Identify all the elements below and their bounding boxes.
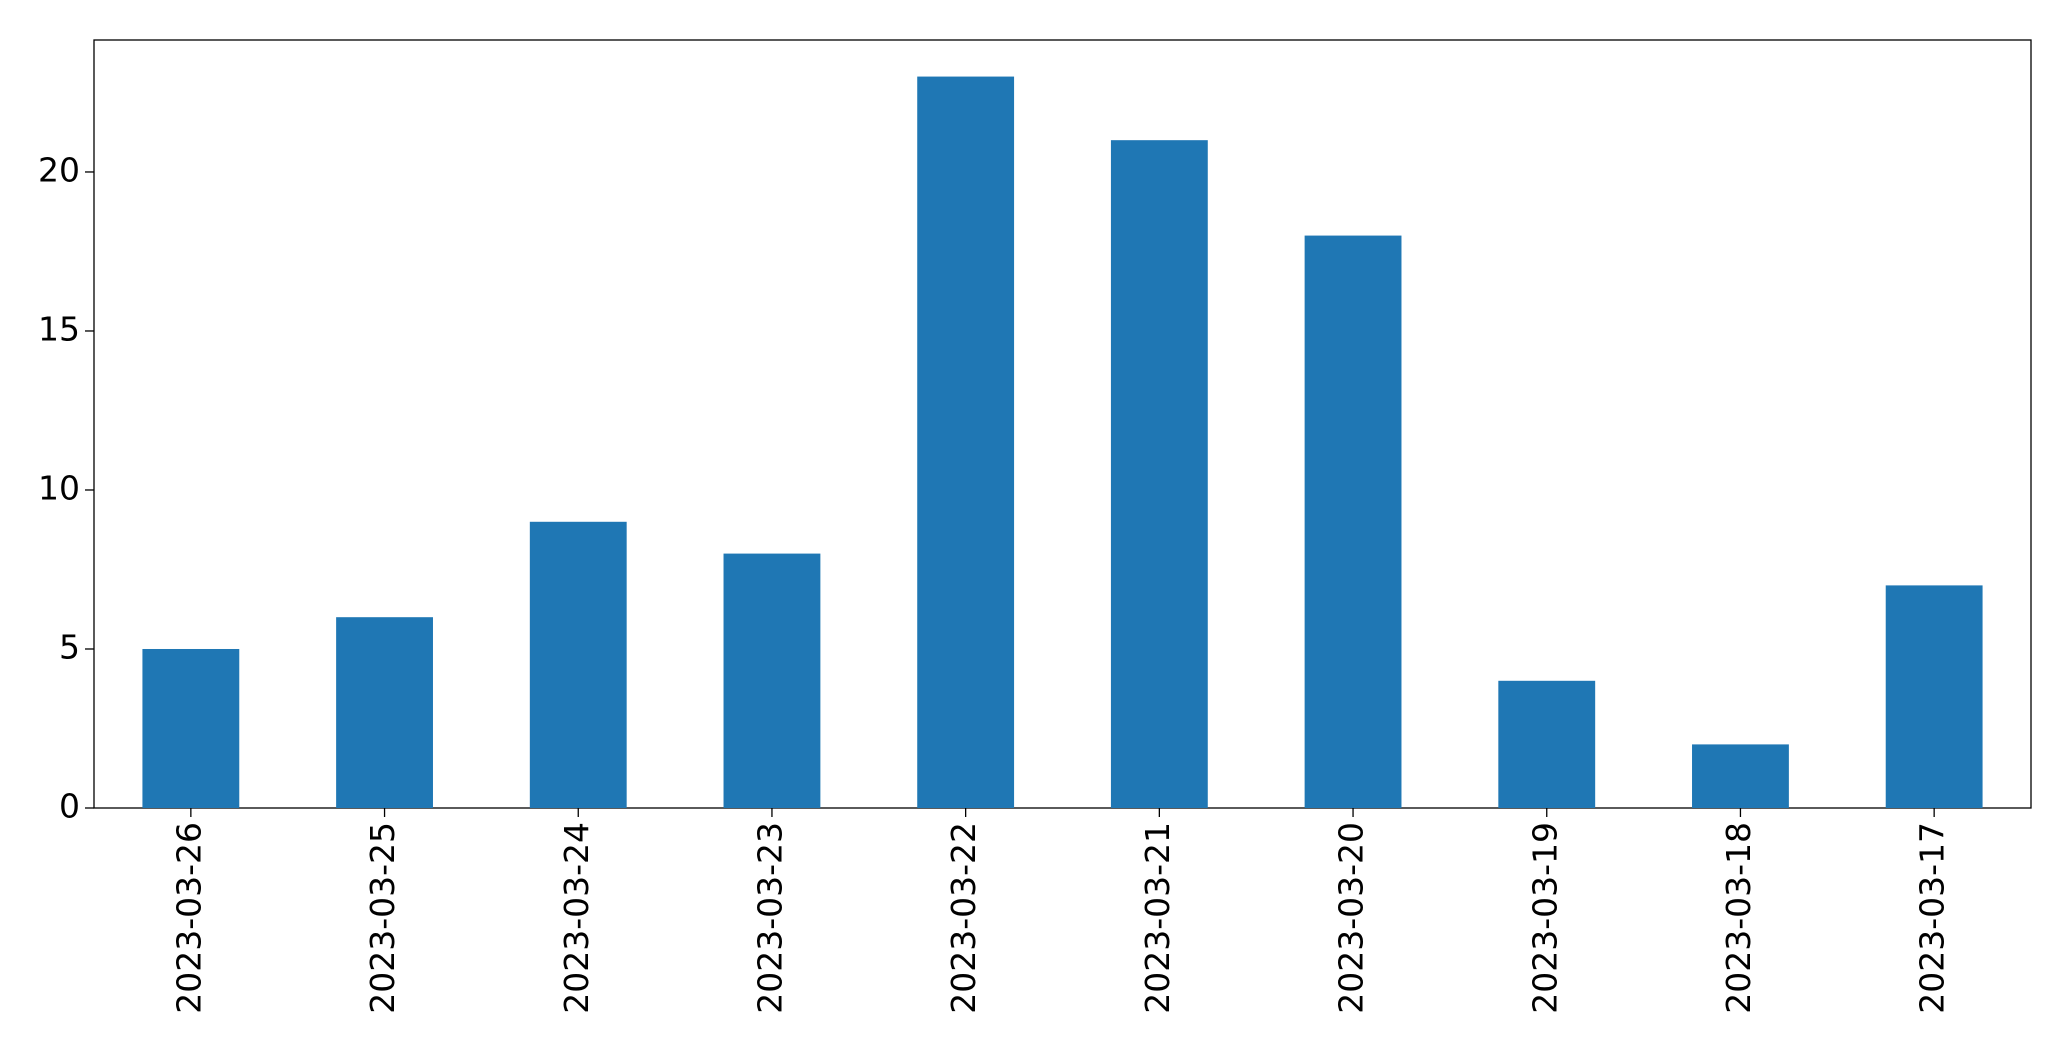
bar <box>1885 585 1983 808</box>
bar <box>1498 680 1596 808</box>
bar <box>529 521 627 808</box>
bar <box>723 553 821 808</box>
x-tick-label: 2023-03-25 <box>363 822 402 1014</box>
x-tick-label: 2023-03-22 <box>944 822 983 1014</box>
x-tick-label: 2023-03-17 <box>1913 822 1952 1014</box>
bar <box>1692 744 1789 808</box>
x-tick-label: 2023-03-20 <box>1332 822 1371 1014</box>
y-tick-label: 5 <box>59 627 80 666</box>
x-tick-label: 2023-03-21 <box>1138 822 1177 1014</box>
plot-frame <box>93 39 2032 809</box>
bar <box>1110 140 1208 808</box>
x-tick-label: 2023-03-23 <box>750 822 789 1014</box>
bar <box>336 617 433 808</box>
x-tick-label: 2023-03-18 <box>1719 822 1758 1014</box>
bar <box>142 648 240 808</box>
x-tick-label: 2023-03-26 <box>169 822 208 1014</box>
bar <box>917 76 1015 809</box>
x-tick-label: 2023-03-24 <box>557 822 596 1014</box>
y-tick-label: 0 <box>59 787 80 826</box>
bar <box>1304 235 1402 808</box>
y-tick-label: 15 <box>38 309 80 348</box>
x-tick-label: 2023-03-19 <box>1525 822 1564 1014</box>
y-tick-label: 20 <box>38 150 80 189</box>
y-tick-label: 10 <box>38 468 80 507</box>
